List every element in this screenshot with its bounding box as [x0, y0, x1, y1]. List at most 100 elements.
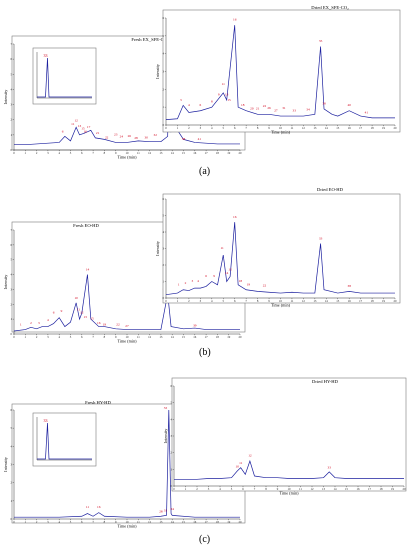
peak-label: 33 [164, 406, 168, 410]
x-tick-label: 14 [325, 126, 329, 130]
x-tick-label: 17 [205, 151, 209, 155]
x-tick-label: 4 [219, 487, 221, 491]
x-tick-label: 4 [211, 299, 213, 303]
inset-chromatogram-trace [37, 57, 92, 98]
x-tick-label: 13 [322, 487, 326, 491]
x-tick-label: 9 [115, 335, 117, 339]
y-tick-label: 7 [11, 42, 13, 46]
x-tick-label: 0 [165, 126, 167, 130]
x-tick-label: 18 [216, 335, 220, 339]
y-tick-label: 4 [11, 273, 13, 277]
x-tick-label: 18 [371, 299, 375, 303]
peak-label: 13 [78, 124, 82, 128]
y-tick-label: 4 [163, 52, 165, 56]
chart-fresh-ex-sfe-co2-inset: 33 [32, 47, 97, 105]
peak-label: 1 [178, 282, 180, 286]
peak-label: 14 [86, 268, 90, 272]
y-tick-label: 2 [171, 451, 173, 455]
y-tick-label: 0 [163, 123, 165, 127]
x-tick-label: 4 [211, 126, 213, 130]
plot-frame [162, 9, 401, 133]
peak-label: 13 [83, 315, 87, 319]
chart-dried-hy-hd: Dried HY-HD0 1 2 3 4 5 6 7 8 9 10 11 12 13 14 15 16 17 18 1… [163, 377, 407, 496]
x-tick-label: 18 [216, 151, 220, 155]
x-tick-label: 19 [227, 520, 231, 524]
y-tick-label: 6 [11, 408, 13, 412]
x-tick-label: 2 [196, 487, 198, 491]
y-tick-label: 5 [163, 214, 165, 218]
x-tick-label: 15 [345, 487, 349, 491]
chromatogram-trace [14, 409, 240, 518]
x-tick-label: 0 [173, 487, 175, 491]
y-tick-label: 6 [11, 243, 13, 247]
y-tick-label: 4 [11, 444, 13, 448]
peak-label: 16 [83, 129, 87, 133]
peak-label: 33 [328, 465, 332, 469]
y-tick-label: 5 [163, 34, 165, 38]
peak-label: 6 [62, 129, 64, 133]
peak-label: 13 [225, 92, 229, 96]
x-tick-label: 7 [92, 520, 94, 524]
plot-frame [171, 377, 407, 492]
chart-fresh-hy-hd-inset: 33 [32, 412, 97, 467]
y-axis-label: Intensity [3, 274, 8, 290]
x-tick-label: 14 [171, 520, 175, 524]
x-tick-label: 12 [148, 520, 152, 524]
peak-label: 6 [205, 274, 207, 278]
y-tick-label: 3 [163, 247, 165, 251]
y-tick-label: 3 [171, 434, 173, 438]
x-tick-label: 6 [81, 335, 83, 339]
x-tick-label: 1 [25, 335, 27, 339]
x-tick-label: 10 [279, 126, 283, 130]
peak-label: 41 [198, 137, 202, 141]
peak-label: 8 [211, 100, 213, 104]
peak-label: 40 [348, 103, 352, 107]
x-tick-label: 20 [394, 299, 398, 303]
chart-dried-eo-hd: Dried EO-HD0 1 2 3 4 5 6 7 8 9 10 11 12 13 14 15 16 17 18 1… [155, 187, 401, 308]
x-tick-label: 1 [177, 126, 179, 130]
chromatogram-trace [165, 222, 395, 296]
x-tick-label: 2 [36, 335, 38, 339]
x-tick-label: 20 [239, 151, 243, 155]
x-tick-label: 13 [159, 151, 163, 155]
x-tick-label: 20 [239, 335, 243, 339]
x-tick-label: 8 [265, 487, 267, 491]
x-tick-label: 12 [148, 335, 152, 339]
peak-label: 21 [256, 107, 260, 111]
x-tick-label: 9 [268, 299, 270, 303]
x-tick-label: 13 [313, 299, 317, 303]
peak-label: 21 [96, 131, 100, 135]
x-tick-label: 8 [104, 151, 106, 155]
x-axis-label: Time (min) [117, 155, 137, 160]
x-tick-label: 17 [205, 520, 209, 524]
peak-label: 35 [319, 39, 323, 43]
x-tick-label: 3 [47, 520, 49, 524]
y-axis-label: Intensity [163, 428, 168, 444]
y-tick-label: 6 [171, 384, 173, 388]
x-tick-label: 16 [193, 520, 197, 524]
peak-label: 33 [43, 418, 47, 423]
peak-label: 16 [233, 215, 237, 219]
y-tick-label: 2 [163, 87, 165, 91]
y-axis-label: Intensity [3, 89, 8, 105]
peak-label: 22 [105, 135, 109, 139]
y-tick-label: 6 [163, 16, 165, 20]
x-tick-label: 0 [13, 335, 15, 339]
x-tick-label: 19 [227, 335, 231, 339]
x-tick-label: 11 [291, 126, 294, 130]
peak-label: 18 [241, 103, 245, 107]
y-axis-label: Intensity [155, 240, 160, 256]
x-tick-label: 15 [336, 299, 340, 303]
peak-label: 6 [199, 103, 201, 107]
x-tick-label: 2 [188, 126, 190, 130]
x-tick-label: 19 [382, 299, 386, 303]
x-tick-label: 8 [104, 335, 106, 339]
peak-label: 11 [239, 461, 243, 465]
x-tick-label: 7 [245, 299, 247, 303]
x-tick-label: 1 [185, 487, 187, 491]
x-tick-label: 16 [348, 299, 352, 303]
y-tick-label: 5 [171, 401, 173, 405]
x-tick-label: 8 [104, 520, 106, 524]
peak-label: 22 [263, 283, 267, 287]
